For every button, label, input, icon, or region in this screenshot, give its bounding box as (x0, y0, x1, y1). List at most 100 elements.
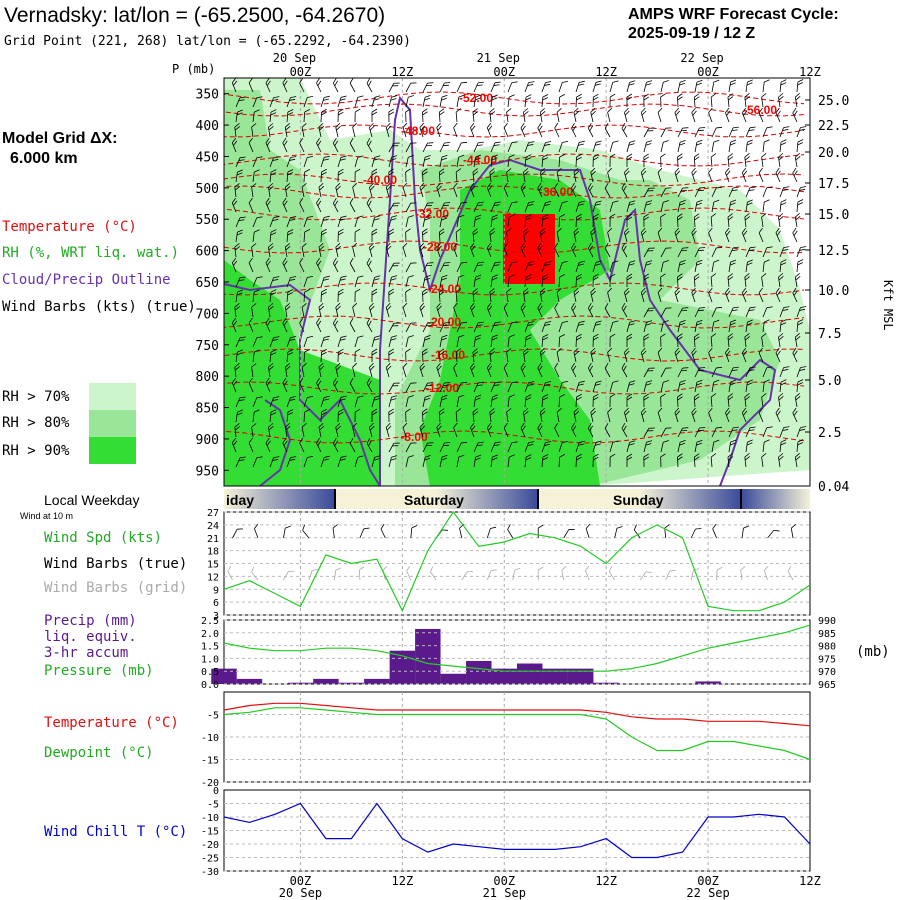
wind-barb (741, 227, 748, 243)
wind-barb (728, 306, 739, 318)
wind-barb (558, 394, 566, 408)
wind-barb (349, 258, 356, 273)
pressure-tick: 450 (196, 150, 219, 165)
wind-barb (286, 216, 297, 228)
wind-barb (541, 454, 549, 468)
wind-barb (286, 336, 297, 348)
surface-wind-barb (614, 526, 623, 539)
wind-barb (758, 227, 764, 243)
wind-barb (422, 442, 434, 453)
wind-barb (677, 453, 683, 468)
wind-barb (371, 155, 381, 168)
surface-wind-barb-grid (740, 566, 746, 581)
wind-barb (453, 302, 458, 318)
wind-barb (677, 427, 689, 438)
wind-barb (320, 108, 327, 123)
wind-barb (473, 214, 482, 228)
temperature-contour-label: -44.00 (463, 153, 497, 167)
wind-barb (592, 140, 602, 153)
wind-barb (524, 141, 535, 153)
wind-barb (337, 215, 347, 228)
wind-barb (318, 182, 325, 198)
wind-barb (643, 440, 653, 453)
wind-barb (268, 363, 274, 378)
wind-barb (422, 274, 431, 288)
wind-barb (405, 335, 414, 348)
axis-tick: 15 (207, 560, 219, 571)
wind-barb (354, 108, 361, 123)
wind-barb (541, 214, 549, 228)
wind-barb (558, 80, 569, 93)
wind-barb (558, 214, 566, 228)
wind-barb (796, 79, 804, 93)
wind-barb (556, 407, 562, 423)
top-time-label: 12Z (595, 65, 617, 79)
wind-barb (251, 243, 257, 258)
precip-bar (440, 673, 467, 684)
wind-barb (524, 381, 535, 393)
wind-barb (486, 122, 493, 138)
wind-barb (693, 393, 700, 408)
wind-barb (337, 95, 347, 108)
wind-barb (439, 262, 451, 273)
wind-barb (792, 407, 798, 423)
wind-barb (439, 202, 451, 213)
wind-barb (604, 183, 611, 198)
wind-barb (779, 319, 787, 333)
wind-barb (388, 382, 400, 393)
wind-barb (609, 140, 619, 153)
wind-barb (796, 126, 807, 138)
wind-barb (436, 302, 442, 318)
wind-barb (694, 247, 706, 258)
wind-barb (554, 182, 560, 198)
wind-barb (507, 274, 515, 288)
surface-wind-barb-grid (537, 566, 544, 580)
temperature-contour-label: -16.00 (431, 348, 465, 362)
wind-barb (660, 247, 672, 258)
wind-barb (558, 260, 569, 273)
wind-barb (453, 122, 458, 138)
wind-barb (489, 408, 495, 423)
wind-barb (284, 183, 291, 198)
wind-barb (303, 109, 311, 123)
wind-barb (371, 408, 378, 422)
wind-barb (470, 362, 476, 378)
pressure-tick: 650 (196, 276, 219, 291)
wind-barb (489, 168, 495, 183)
wind-barb (371, 395, 381, 408)
wind-barb (456, 394, 465, 408)
axis-tick: -20 (201, 840, 219, 851)
temperature-contour (223, 240, 805, 255)
surface-wind-barb-grid (430, 566, 437, 581)
legend-cloud: Cloud/Precip Outline (2, 272, 171, 288)
wind-barb (269, 156, 280, 168)
wind-barb (708, 227, 713, 243)
wind-barb (265, 197, 271, 213)
wind-barb (422, 202, 434, 213)
surface-wind-barb (232, 528, 244, 539)
wind-barb (592, 453, 599, 468)
wind-barb (337, 228, 344, 243)
wind-barb (234, 243, 240, 258)
wind-barb (677, 367, 689, 378)
wind-barb (456, 94, 465, 108)
wind-barb (388, 262, 400, 273)
wind-barb (268, 423, 274, 438)
wind-barb (677, 79, 686, 93)
wind-barb (693, 153, 700, 168)
wind-barb (235, 96, 246, 108)
wind-barb (438, 348, 445, 363)
wind-barb (337, 108, 344, 123)
wind-barb (541, 381, 552, 393)
wind-barb (248, 377, 254, 393)
precip-pressure-panel: Precip (mm) liq. equiv. 3-hr accum Press… (44, 613, 890, 691)
wind-barb (725, 167, 731, 183)
wind-barb (710, 333, 717, 348)
temperature-panel: Temperature (°C) Dewpoint (°C) -5 -10 -15 -… (44, 691, 811, 789)
wind-barb (621, 363, 628, 378)
height-tick: 10.0 (818, 284, 849, 299)
wind-barb (301, 182, 307, 198)
wind-barb (537, 242, 543, 258)
wind-barb (354, 95, 364, 108)
wind-barb (472, 288, 479, 303)
